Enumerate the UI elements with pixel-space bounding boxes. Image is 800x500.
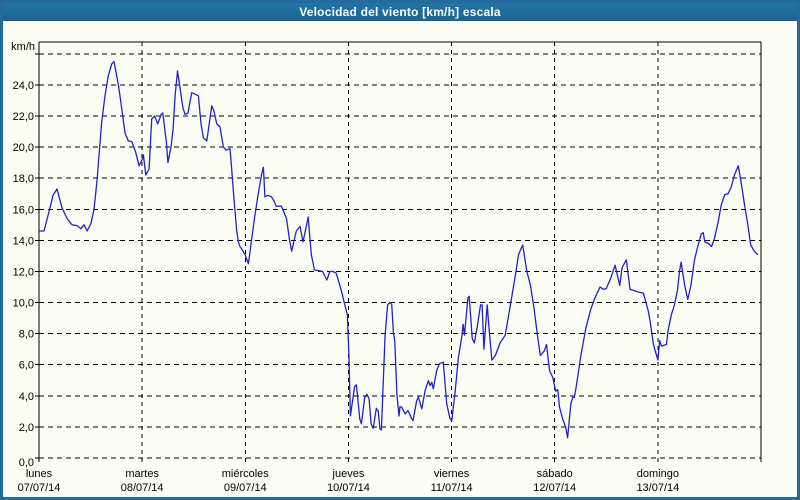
y-axis-title: km/h xyxy=(11,41,35,53)
x-day-label: domingo xyxy=(637,468,679,480)
y-tick-label: 8,0 xyxy=(19,329,34,341)
y-tick-label: 2,0 xyxy=(19,422,34,434)
y-tick-label: 14,0 xyxy=(13,235,34,247)
wind-speed-chart: 0,0 2,0 4,0 6,0 8,0 10,0 12,0 14,0 16,0 18,0 20,0 2… xyxy=(11,41,762,494)
x-date-label: 08/07/14 xyxy=(121,482,164,494)
x-day-label: jueves xyxy=(332,468,365,480)
y-tick-label: 18,0 xyxy=(13,173,34,185)
x-date-label: 07/07/14 xyxy=(18,482,61,494)
y-tick-label: 6,0 xyxy=(19,360,34,372)
wind-speed-line xyxy=(38,60,759,439)
x-day-label: martes xyxy=(125,468,159,480)
x-date-label: 12/07/14 xyxy=(533,482,576,494)
x-date-label: 11/07/14 xyxy=(431,482,473,494)
y-tick-label: 4,0 xyxy=(19,391,34,403)
chart-area: 0,0 2,0 4,0 6,0 8,0 10,0 12,0 14,0 16,0 18,0 20,0 2… xyxy=(3,21,797,497)
window-title: Velocidad del viento [km/h] escala xyxy=(299,5,501,19)
x-day-label: sábado xyxy=(537,468,573,480)
x-day-label: viernes xyxy=(434,468,470,480)
y-tick-label: 20,0 xyxy=(13,142,34,154)
y-tick-label: 24,0 xyxy=(13,80,34,92)
x-date-label: 13/07/14 xyxy=(636,482,679,494)
x-date-label: 09/07/14 xyxy=(224,482,267,494)
x-day-label: miércoles xyxy=(222,468,270,480)
y-tick-label: 10,0 xyxy=(13,298,34,310)
x-date-label: 10/07/14 xyxy=(327,482,370,494)
y-tick-label: 16,0 xyxy=(13,204,34,216)
window-titlebar: Velocidad del viento [km/h] escala xyxy=(3,3,797,21)
y-tick-label: 12,0 xyxy=(13,266,34,278)
y-tick-label: 22,0 xyxy=(13,111,34,123)
x-day-label: lunes xyxy=(26,468,53,480)
y-tick-label: 0,0 xyxy=(19,457,34,469)
